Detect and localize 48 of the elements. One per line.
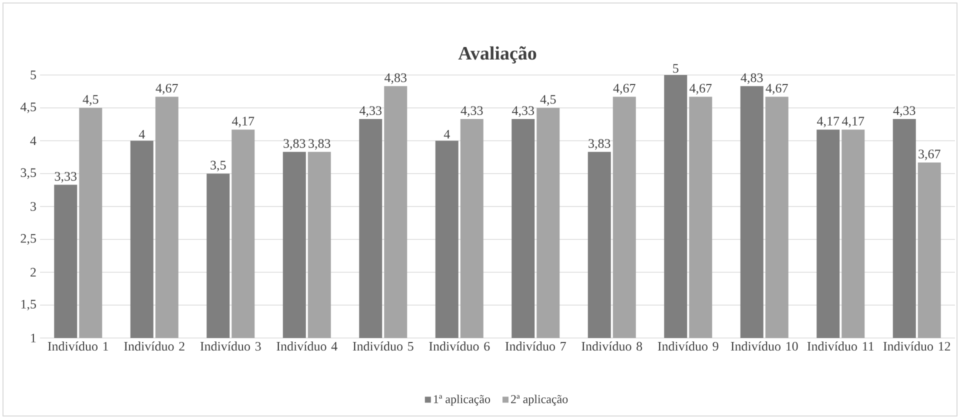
data-label: 4,17	[817, 116, 840, 128]
y-tick-label: 4,5	[20, 102, 36, 114]
data-label: 4,67	[766, 84, 788, 94]
y-tick-label: 3,5	[20, 168, 36, 179]
y-tick-label: 2	[30, 268, 36, 277]
legend-label: 2ª aplicação	[511, 394, 568, 406]
data-label: 4,67	[613, 84, 636, 94]
y-tick-label: 5	[30, 70, 36, 80]
x-tick-label: Indivíduo 2	[124, 342, 184, 351]
data-label: 5	[673, 64, 678, 73]
data-label: 4,33	[893, 106, 916, 117]
x-tick-label: Indivíduo 12	[883, 342, 950, 351]
y-tick-label: 4	[30, 136, 36, 146]
data-label: 3,83	[308, 139, 330, 150]
data-label: 4,67	[156, 84, 178, 94]
data-label: 4	[444, 130, 450, 139]
data-label: 3,33	[54, 172, 77, 183]
x-tick-label: Indivíduo 1	[48, 342, 108, 351]
data-label: 3,5	[210, 160, 226, 172]
x-tick-label: Indivíduo 7	[505, 342, 566, 351]
data-label: 4,33	[512, 106, 534, 117]
data-label: 3,67	[918, 150, 940, 160]
x-tick-label: Indivíduo 6	[429, 342, 490, 351]
y-tick-label: 1	[31, 334, 36, 342]
x-tick-label: Indivíduo 3	[200, 342, 261, 351]
data-label: 4,5	[82, 95, 98, 106]
data-label: 4,83	[384, 73, 406, 84]
x-tick-label: Indivíduo 5	[352, 342, 414, 351]
chart-title: Avaliação	[458, 46, 536, 64]
x-tick-label: Indivíduo 10	[730, 342, 798, 351]
x-tick-label: Indivíduo 11	[807, 342, 874, 351]
y-tick-label: 1,5	[21, 300, 36, 310]
data-label: 3,83	[588, 139, 610, 150]
data-label: 4,33	[360, 106, 382, 117]
data-label: 4,17	[842, 116, 864, 128]
data-label: 4,33	[460, 106, 483, 117]
data-label: 4	[138, 130, 145, 139]
data-label: 4,5	[540, 95, 556, 106]
legend-label: 1ª aplicação	[434, 394, 490, 406]
data-label: 4,83	[740, 73, 763, 84]
x-tick-label: Indivíduo 9	[658, 342, 718, 351]
y-tick-label: 2,5	[20, 234, 36, 245]
y-tick-label: 3	[30, 202, 36, 211]
data-label: 4,17	[232, 116, 254, 128]
data-label: 4,67	[690, 84, 712, 94]
x-tick-label: Indivíduo 8	[582, 342, 642, 351]
data-label: 3,83	[284, 139, 306, 150]
x-tick-label: Indivíduo 4	[276, 342, 338, 351]
